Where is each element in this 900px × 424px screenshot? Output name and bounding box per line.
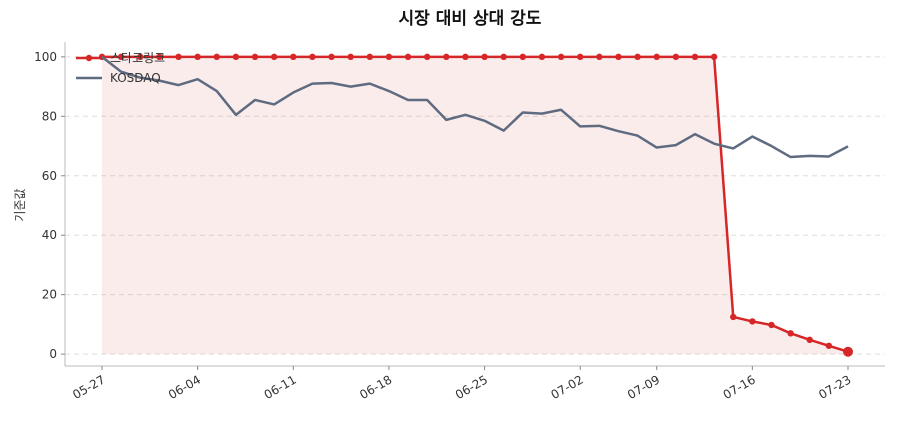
y-tick-label: 100 — [34, 50, 57, 64]
marker — [194, 53, 201, 61]
y-tick-label: 20 — [42, 288, 57, 302]
line — [101, 55, 849, 159]
marker — [404, 53, 412, 61]
marker — [768, 321, 775, 329]
chart-title: 시장 대비 상대 강도 — [399, 9, 542, 29]
y-tick-label: 40 — [42, 228, 57, 242]
legend-label: 스타코링크 — [110, 51, 165, 65]
x-tick-label: 06-18 — [357, 372, 394, 402]
marker — [519, 53, 527, 61]
marker — [423, 53, 431, 61]
legend-label: KOSDAQ — [110, 71, 161, 85]
marker — [462, 53, 469, 61]
marker — [347, 53, 354, 61]
marker — [538, 53, 546, 61]
x-tick-label: 07-16 — [721, 372, 758, 402]
marker — [730, 313, 737, 321]
x-tick-label: 07-02 — [549, 372, 586, 402]
area — [102, 56, 848, 355]
y-axis-label: 기준값 — [13, 188, 27, 221]
marker — [806, 336, 813, 344]
marker — [137, 53, 144, 61]
marker — [175, 53, 182, 61]
marker — [385, 53, 393, 61]
marker — [443, 53, 450, 61]
marker — [596, 53, 603, 61]
y-tick-label: 80 — [42, 109, 57, 123]
marker — [615, 53, 622, 61]
x-tick-label: 05-27 — [70, 372, 107, 402]
marker — [309, 53, 316, 61]
marker — [691, 53, 699, 61]
marker — [290, 53, 297, 61]
marker — [825, 342, 833, 349]
line — [102, 55, 849, 353]
marker — [156, 53, 163, 61]
marker — [557, 53, 565, 61]
marker — [672, 53, 680, 61]
legend-marker — [85, 54, 93, 62]
marker — [232, 53, 240, 61]
marker — [843, 346, 853, 357]
marker — [117, 53, 125, 61]
y-tick-label: 60 — [42, 169, 57, 183]
x-tick-label: 07-23 — [816, 372, 853, 402]
x-tick-label: 07-09 — [625, 372, 662, 402]
marker — [481, 53, 488, 61]
marker — [366, 53, 373, 61]
marker — [577, 53, 584, 61]
marker — [500, 53, 507, 61]
marker — [251, 53, 259, 61]
x-tick-label: 06-04 — [166, 372, 203, 402]
marker — [710, 53, 718, 61]
y-tick-label: 0 — [49, 347, 57, 361]
marker — [787, 330, 794, 337]
marker — [270, 53, 278, 61]
marker — [749, 318, 756, 325]
x-tick-label: 06-11 — [262, 372, 299, 402]
marker — [328, 53, 335, 61]
marker — [213, 53, 220, 61]
marker — [653, 53, 660, 61]
x-tick-label: 06-25 — [453, 372, 490, 402]
marker — [634, 53, 641, 61]
